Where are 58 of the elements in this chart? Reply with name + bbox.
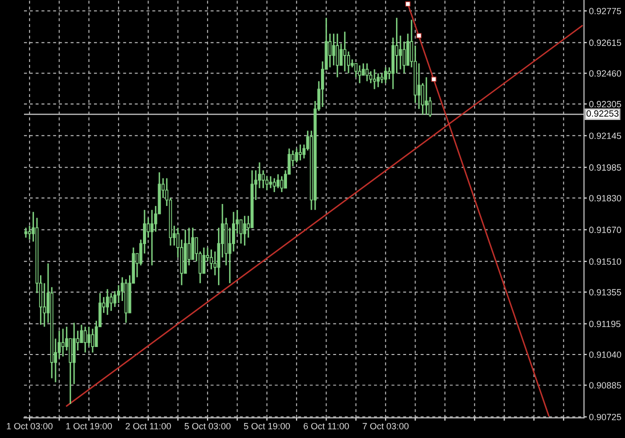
candlestick bbox=[84, 326, 87, 354]
candlestick bbox=[110, 292, 113, 312]
y-tick-label: 0.92305 bbox=[589, 100, 622, 108]
candlestick bbox=[384, 66, 388, 84]
candlestick bbox=[280, 176, 284, 193]
y-tick-label: 0.91670 bbox=[589, 226, 622, 234]
candlestick bbox=[91, 328, 94, 354]
candlestick bbox=[295, 148, 298, 164]
y-tick-label: 0.92460 bbox=[589, 70, 622, 77]
x-tick-label: 1 Oct 03:00 bbox=[6, 422, 53, 430]
point bbox=[431, 76, 436, 82]
candlestick bbox=[61, 328, 64, 358]
candlestick bbox=[262, 170, 265, 189]
candlestick bbox=[332, 32, 336, 66]
candlestick bbox=[202, 246, 206, 274]
candlestick bbox=[398, 34, 402, 70]
candlestick bbox=[358, 64, 362, 84]
candlestick bbox=[376, 72, 380, 88]
candlestick bbox=[395, 17, 398, 74]
x-tick-label: 6 Oct 11:00 bbox=[304, 422, 349, 430]
candlestick bbox=[269, 176, 272, 189]
y-tick-label: 0.92775 bbox=[589, 8, 622, 14]
candlestick bbox=[298, 144, 302, 162]
x-tick-label: 1 Oct 19:00 bbox=[66, 422, 112, 430]
y-tick-label: 0.91355 bbox=[589, 289, 622, 296]
candlestick bbox=[276, 174, 280, 189]
candlestick bbox=[417, 62, 420, 110]
candlestick bbox=[372, 68, 376, 90]
y-tick-label: 0.91510 bbox=[589, 258, 622, 265]
point bbox=[416, 33, 422, 38]
candlestick bbox=[343, 30, 346, 72]
candlestick bbox=[106, 288, 109, 316]
x-tick-label: 7 Oct 03:00 bbox=[362, 422, 409, 430]
candlestick bbox=[328, 32, 332, 68]
x-tick-label: 2 Oct 11:00 bbox=[126, 422, 171, 430]
x-tick-label: 5 Oct 03:00 bbox=[184, 422, 231, 430]
candlestick bbox=[24, 227, 28, 238]
candlestick bbox=[366, 62, 369, 82]
candlestick bbox=[272, 178, 276, 193]
y-tick-label: 0.91830 bbox=[589, 195, 622, 202]
x-tick-label: 5 Oct 19:00 bbox=[244, 422, 290, 430]
candlestick bbox=[243, 215, 246, 246]
y-tick-label: 0.91985 bbox=[589, 164, 622, 171]
candlestick bbox=[424, 76, 428, 116]
candlestick bbox=[28, 225, 32, 240]
point bbox=[405, 1, 410, 7]
y-tick-label: 0.90885 bbox=[589, 382, 622, 389]
y-tick-label: 0.91040 bbox=[589, 351, 622, 358]
y-tick-label: 0.91195 bbox=[589, 320, 620, 328]
candlestick bbox=[150, 209, 154, 266]
candlestick bbox=[336, 32, 339, 78]
candlestick bbox=[380, 72, 384, 84]
y-tick-label: 0.92145 bbox=[589, 132, 622, 140]
candlestick bbox=[87, 326, 90, 348]
y-tick-label: 0.90725 bbox=[589, 414, 622, 420]
candlestick bbox=[72, 322, 76, 385]
y-tick-label: 0.92615 bbox=[589, 40, 622, 46]
ref-line-label: 0.92253 bbox=[586, 110, 618, 117]
